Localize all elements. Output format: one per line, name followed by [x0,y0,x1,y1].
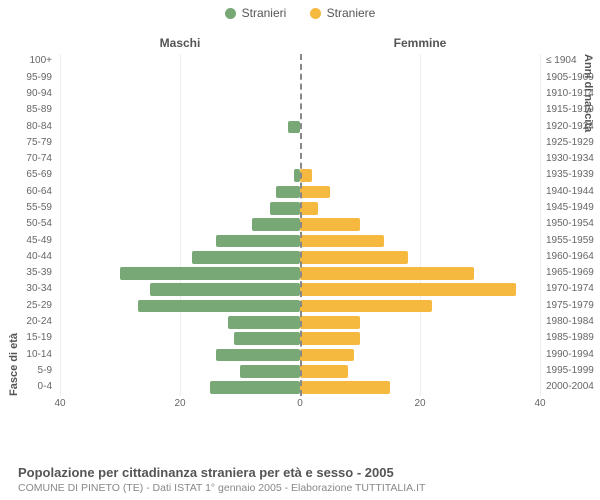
male-bar [216,235,300,248]
age-label: 80-84 [0,122,56,132]
pyramid-chart: Maschi Femmine 402002040 [60,28,540,428]
x-tick: 0 [297,398,303,409]
legend-swatch-female [310,8,321,19]
birth-label: 1990-1994 [542,350,600,360]
x-tick: 20 [174,398,185,409]
birth-label: 1905-1909 [542,73,600,83]
birth-label: 1995-1999 [542,366,600,376]
age-label: 0-4 [0,382,56,392]
birth-label: 2000-2004 [542,382,600,392]
footer-title: Popolazione per cittadinanza straniera p… [18,465,590,480]
male-bar [252,218,300,231]
x-tick: 40 [54,398,65,409]
age-label: 70-74 [0,154,56,164]
male-bar [210,381,300,394]
age-label: 10-14 [0,350,56,360]
female-bar [300,235,384,248]
female-bar [300,381,390,394]
age-label: 90-94 [0,89,56,99]
age-label: 25-29 [0,301,56,311]
birth-label: 1960-1964 [542,252,600,262]
age-label: 15-19 [0,333,56,343]
x-tick: 20 [414,398,425,409]
birth-label: 1935-1939 [542,170,600,180]
age-label: 30-34 [0,284,56,294]
male-bar [276,186,300,199]
legend-swatch-male [225,8,236,19]
female-bar [300,300,432,313]
birth-label: 1985-1989 [542,333,600,343]
age-label: 100+ [0,56,56,66]
age-label: 60-64 [0,187,56,197]
age-label: 5-9 [0,366,56,376]
legend-item-male: Stranieri [225,6,287,20]
footer-subtitle: COMUNE DI PINETO (TE) - Dati ISTAT 1° ge… [18,482,590,494]
header-female: Femmine [300,36,540,50]
center-divider [300,54,302,396]
birth-label: 1945-1949 [542,203,600,213]
gridline [540,54,541,396]
male-bar [120,267,300,280]
birth-label: 1970-1974 [542,284,600,294]
birth-label: ≤ 1904 [542,56,600,66]
x-tick: 40 [534,398,545,409]
female-bar [300,283,516,296]
female-bar [300,316,360,329]
male-bar [150,283,300,296]
birth-label: 1975-1979 [542,301,600,311]
age-labels: 100+ 95-99 90-94 85-89 80-84 75-79 70-74 65-69 6… [0,54,56,396]
age-label: 50-54 [0,219,56,229]
female-bar [300,267,474,280]
male-bar [270,202,300,215]
birth-label: 1965-1969 [542,268,600,278]
age-label: 85-89 [0,105,56,115]
female-bar [300,349,354,362]
chart-footer: Popolazione per cittadinanza straniera p… [18,465,590,494]
female-bar [300,202,318,215]
header-male: Maschi [60,36,300,50]
birth-label: 1925-1929 [542,138,600,148]
birth-label: 1920-1924 [542,122,600,132]
age-label: 40-44 [0,252,56,262]
male-bar [228,316,300,329]
age-label: 65-69 [0,170,56,180]
male-bar [288,121,300,134]
birth-label: 1955-1959 [542,236,600,246]
age-label: 55-59 [0,203,56,213]
age-label: 35-39 [0,268,56,278]
x-axis: 402002040 [60,398,540,414]
male-bar [216,349,300,362]
birth-label: 1915-1919 [542,105,600,115]
birth-label: 1930-1934 [542,154,600,164]
male-bar [240,365,300,378]
male-bar [192,251,300,264]
female-bar [300,186,330,199]
male-bar [138,300,300,313]
birth-label: 1980-1984 [542,317,600,327]
female-bar [300,332,360,345]
female-bar [300,218,360,231]
legend-label-female: Straniere [327,6,376,20]
female-bar [300,251,408,264]
birth-label: 1940-1944 [542,187,600,197]
birth-label: 1950-1954 [542,219,600,229]
age-label: 20-24 [0,317,56,327]
female-bar [300,365,348,378]
legend-item-female: Straniere [310,6,376,20]
legend-label-male: Stranieri [242,6,287,20]
age-label: 95-99 [0,73,56,83]
legend: Stranieri Straniere [0,0,600,24]
birth-label: 1910-1914 [542,89,600,99]
male-bar [234,332,300,345]
age-label: 75-79 [0,138,56,148]
age-label: 45-49 [0,236,56,246]
birth-labels: ≤ 1904 1905-1909 1910-1914 1915-1919 1920-19… [542,54,600,396]
